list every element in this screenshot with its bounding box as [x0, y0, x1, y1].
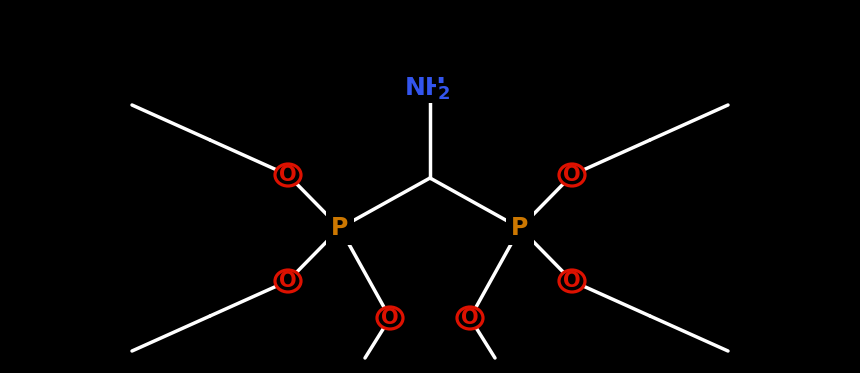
Text: O: O [381, 308, 399, 328]
Text: P: P [512, 216, 529, 240]
Text: O: O [280, 271, 297, 291]
Text: 2: 2 [438, 85, 451, 103]
Text: O: O [461, 308, 479, 328]
Ellipse shape [559, 164, 585, 186]
Text: O: O [280, 165, 297, 185]
Ellipse shape [275, 164, 301, 186]
Text: NH: NH [405, 76, 447, 100]
Ellipse shape [457, 307, 483, 329]
Ellipse shape [559, 270, 585, 292]
Text: O: O [563, 271, 581, 291]
Text: P: P [331, 216, 348, 240]
Ellipse shape [275, 270, 301, 292]
Ellipse shape [377, 307, 403, 329]
Text: O: O [563, 165, 581, 185]
